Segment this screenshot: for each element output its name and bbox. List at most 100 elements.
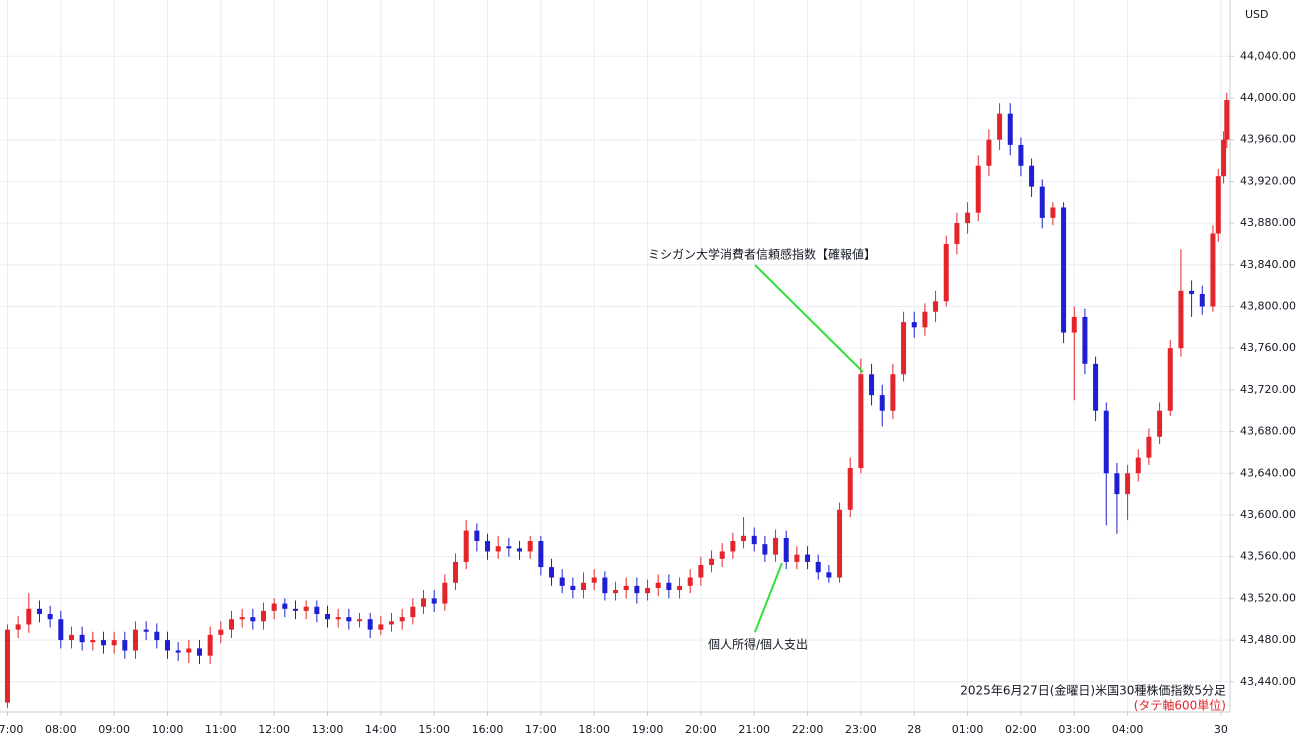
candle-body: [196, 648, 202, 656]
x-tick-label: 12:00: [258, 723, 290, 736]
candle-body: [186, 648, 192, 653]
candle-body: [4, 629, 10, 703]
candle-body: [698, 565, 704, 578]
candle-body: [314, 606, 320, 615]
candle-body: [325, 614, 331, 620]
candle-body: [100, 640, 106, 646]
candle-body: [719, 551, 725, 559]
x-tick-label: 04:00: [1112, 723, 1144, 736]
candle-body: [495, 546, 501, 552]
candle-body: [218, 629, 224, 635]
x-tick-label: 20:00: [685, 723, 717, 736]
candle-body: [228, 619, 234, 630]
candle-body: [58, 619, 64, 641]
x-tick-label: 28: [907, 723, 921, 736]
candle-body: [1224, 100, 1230, 140]
axis-note: (タテ軸600単位): [1134, 698, 1226, 713]
x-tick-label: 15:00: [418, 723, 450, 736]
candle-body: [389, 621, 395, 625]
candle-body: [143, 629, 149, 632]
candle-body: [527, 541, 533, 552]
candle-body: [549, 567, 555, 578]
x-tick-label: 01:00: [952, 723, 984, 736]
candle-body: [741, 535, 747, 542]
candle-body: [666, 582, 672, 591]
y-tick-label: 43,560.00: [1240, 550, 1296, 563]
candle-body: [68, 634, 74, 641]
candle-body: [431, 598, 437, 604]
y-tick-label: 43,840.00: [1240, 258, 1296, 271]
x-tick-label: 14:00: [365, 723, 397, 736]
candle-body: [1215, 176, 1221, 234]
candle-body: [367, 619, 373, 630]
candle-body: [794, 554, 800, 562]
y-tick-label: 44,000.00: [1240, 91, 1296, 104]
candle-body: [922, 311, 928, 328]
x-tick-label: 19:00: [632, 723, 664, 736]
candle-body: [997, 113, 1003, 140]
candle-body: [1114, 473, 1120, 495]
candle-body: [1071, 316, 1077, 333]
candle-body: [634, 585, 640, 594]
candle-body: [474, 530, 480, 542]
candle-body: [645, 587, 651, 594]
candle-body: [122, 640, 128, 651]
candle-body: [378, 624, 384, 630]
y-tick-label: 43,720.00: [1240, 383, 1296, 396]
candle-body: [1082, 316, 1088, 364]
candle-body: [1039, 186, 1045, 218]
candle-body: [1007, 113, 1013, 145]
y-tick-label: 43,680.00: [1240, 425, 1296, 438]
annotation: 個人所得/個人支出: [708, 637, 808, 652]
candle-body: [132, 629, 138, 651]
grid: [0, 0, 1230, 712]
candle-body: [90, 640, 96, 643]
candle-body: [581, 582, 587, 591]
candle-body: [250, 617, 256, 622]
candle-body: [26, 608, 32, 625]
candle-body: [1189, 290, 1195, 294]
candle-body: [15, 624, 21, 630]
annotation: ミシガン大学消費者信頼感指数【確報値】: [648, 247, 876, 262]
candle-body: [1018, 144, 1024, 166]
x-tick-label: 10:00: [152, 723, 184, 736]
candle-body: [538, 541, 544, 568]
candle-body: [975, 165, 981, 213]
candle-body: [613, 590, 619, 594]
candle-body: [954, 223, 960, 244]
candle-body: [463, 530, 469, 562]
candle-body: [559, 577, 565, 586]
candle-body: [36, 608, 42, 615]
caption: 2025年6月27日(金曜日)米国30種株価指数5分足: [960, 683, 1226, 698]
candles: [4, 92, 1230, 708]
candle-body: [687, 577, 693, 586]
candle-body: [847, 468, 853, 510]
candle-body: [1146, 436, 1152, 458]
candle-body: [79, 634, 85, 643]
candle-body: [933, 301, 939, 312]
candle-body: [943, 243, 949, 302]
candle-body: [1125, 473, 1131, 495]
candle-body: [346, 617, 352, 622]
x-tick-label: 16:00: [472, 723, 504, 736]
x-tick-label: 03:00: [1058, 723, 1090, 736]
y-tick-label: 43,520.00: [1240, 591, 1296, 604]
candle-body: [1093, 363, 1099, 411]
candle-body: [410, 606, 416, 618]
candle-body: [517, 548, 523, 552]
y-tick-label: 43,440.00: [1240, 675, 1296, 688]
candle-body: [869, 374, 875, 396]
candle-body: [1221, 139, 1227, 177]
candle-body: [303, 606, 309, 611]
y-tick-label: 43,800.00: [1240, 299, 1296, 312]
candle-body: [591, 577, 597, 583]
y-tick-label: 43,480.00: [1240, 633, 1296, 646]
candle-body: [762, 544, 768, 555]
annotation-line: [754, 562, 783, 633]
x-tick-label: 22:00: [792, 723, 824, 736]
candle-body: [164, 640, 170, 651]
candle-body: [623, 585, 629, 591]
y-tick-label: 43,880.00: [1240, 216, 1296, 229]
x-tick-label: 13:00: [312, 723, 344, 736]
candle-body: [282, 603, 288, 609]
